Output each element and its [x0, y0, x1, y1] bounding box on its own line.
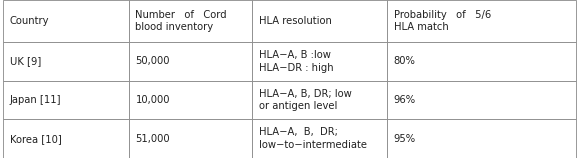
Text: HLA resolution: HLA resolution: [259, 16, 332, 26]
Text: Number   of   Cord
blood inventory: Number of Cord blood inventory: [135, 9, 227, 32]
Bar: [387, 0, 576, 42]
Text: Probability   of   5/6
HLA match: Probability of 5/6 HLA match: [394, 9, 491, 32]
Bar: [252, 0, 387, 42]
Text: HLA−A, B, DR; low
or antigen level: HLA−A, B, DR; low or antigen level: [259, 88, 351, 111]
Text: 10,000: 10,000: [135, 95, 170, 105]
Bar: [252, 81, 387, 119]
Text: Country: Country: [10, 16, 49, 26]
Text: HLA−A,  B,  DR;
low−to−intermediate: HLA−A, B, DR; low−to−intermediate: [259, 127, 367, 150]
Text: Japan [11]: Japan [11]: [10, 95, 61, 105]
Bar: [129, 119, 252, 158]
Bar: [252, 119, 387, 158]
Bar: [387, 42, 576, 81]
Bar: [252, 42, 387, 81]
Text: 95%: 95%: [394, 134, 416, 144]
Text: 50,000: 50,000: [135, 56, 170, 66]
Text: HLA−A, B :low
HLA−DR : high: HLA−A, B :low HLA−DR : high: [259, 50, 334, 73]
Bar: [129, 81, 252, 119]
Bar: [387, 81, 576, 119]
Bar: [3, 119, 129, 158]
Bar: [387, 119, 576, 158]
Bar: [3, 42, 129, 81]
Bar: [129, 0, 252, 42]
Text: 96%: 96%: [394, 95, 416, 105]
Bar: [129, 42, 252, 81]
Bar: [3, 81, 129, 119]
Text: UK [9]: UK [9]: [10, 56, 41, 66]
Text: Korea [10]: Korea [10]: [10, 134, 61, 144]
Text: 80%: 80%: [394, 56, 416, 66]
Text: 51,000: 51,000: [135, 134, 170, 144]
Bar: [3, 0, 129, 42]
